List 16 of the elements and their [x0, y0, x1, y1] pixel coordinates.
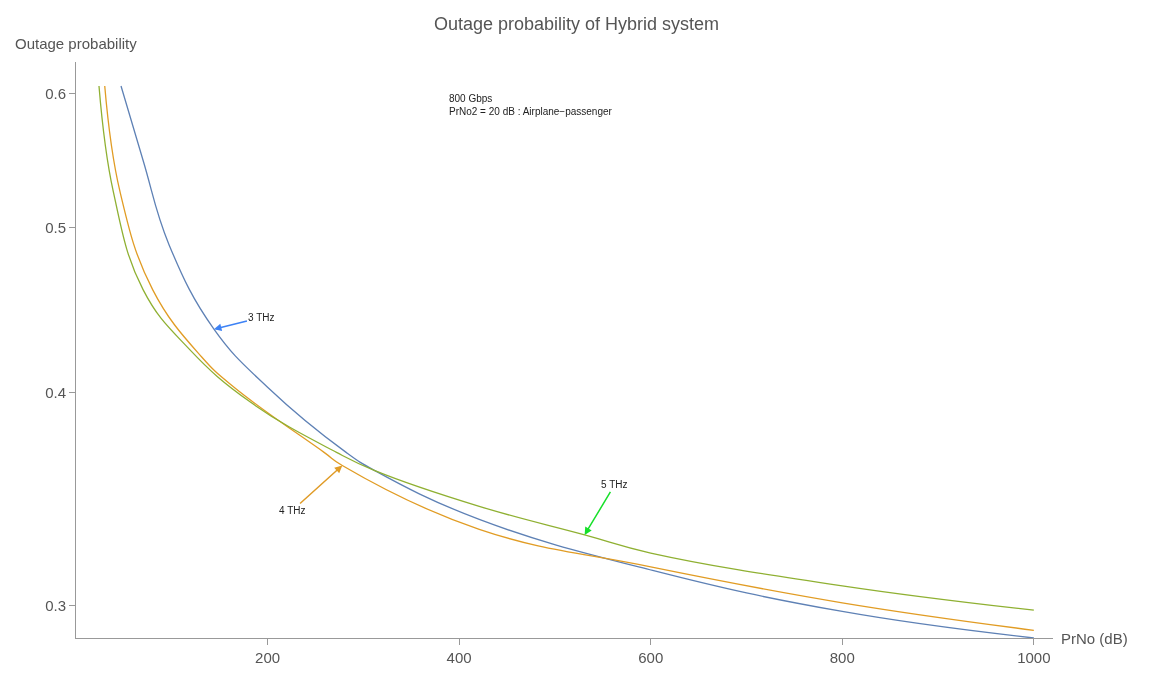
x-tick-label: 1000: [1017, 649, 1051, 666]
y-tick-label: 0.6: [45, 84, 66, 102]
x-tick-label: 200: [255, 649, 281, 666]
y-tick-label: 0.4: [45, 384, 66, 402]
x-tick-label: 800: [829, 649, 855, 666]
x-tick-label: 600: [638, 649, 664, 666]
annotation: 5 THz: [601, 479, 628, 490]
x-axis-title: PrNo (dB): [1061, 630, 1128, 647]
y-axis-title: Outage probability: [15, 35, 138, 52]
annotation: 4 THz: [279, 505, 306, 516]
annotation: 800 Gbps PrNo2 = 20 dB : Airplane−passenger: [449, 93, 613, 117]
annotation: 3 THz: [248, 312, 275, 323]
y-tick-label: 0.3: [45, 596, 66, 614]
y-tick-label: 0.5: [45, 219, 66, 237]
chart-title: Outage probability of Hybrid system: [433, 13, 720, 34]
x-tick-label: 400: [446, 649, 472, 666]
